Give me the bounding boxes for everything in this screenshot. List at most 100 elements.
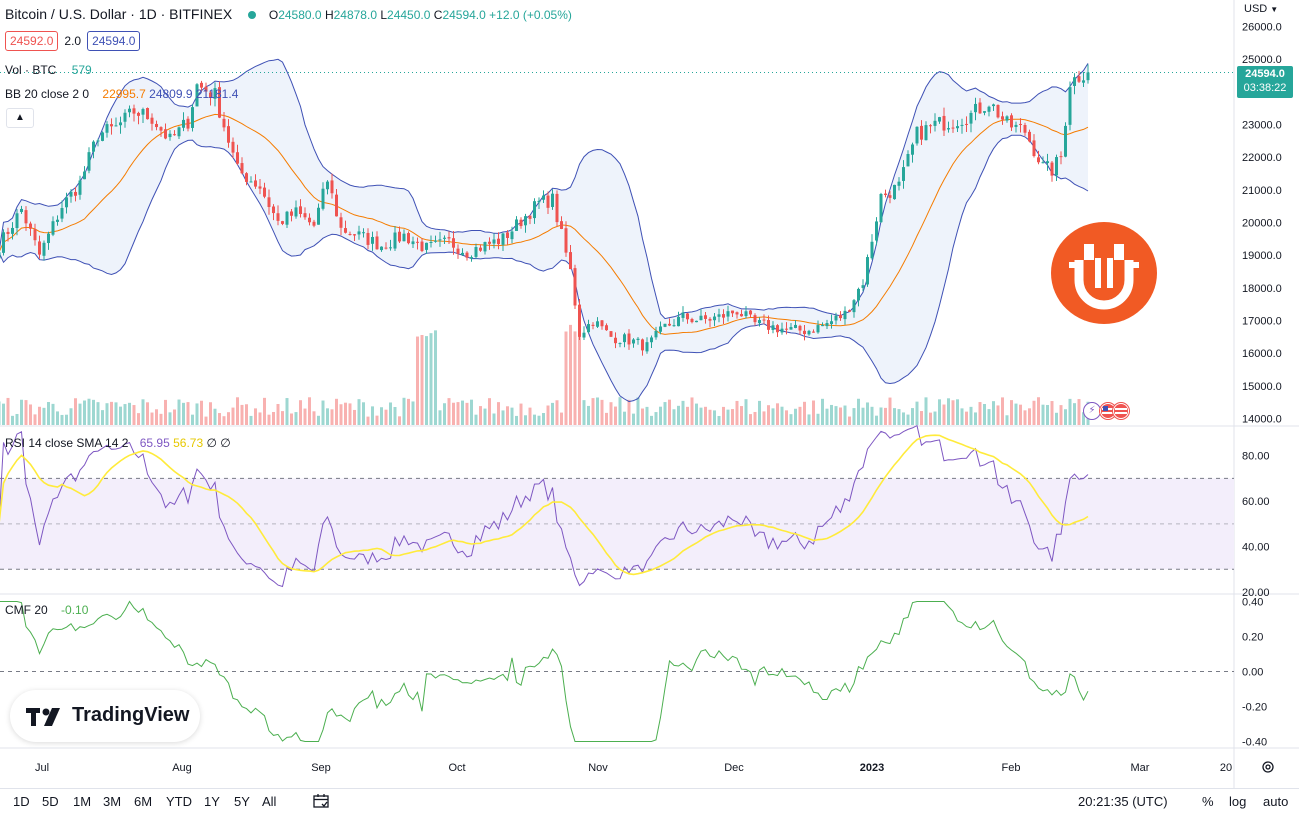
bb-lower-value: 21181.4 xyxy=(195,87,239,101)
ohlc-close-label: C xyxy=(433,8,443,22)
volume-bar xyxy=(816,413,820,425)
volume-legend[interactable]: Vol · BTC 579 xyxy=(5,63,92,77)
candle xyxy=(1032,134,1036,158)
candle xyxy=(416,237,419,250)
range-button-3m[interactable]: 3M xyxy=(103,794,122,809)
us-flag-event-icon-2[interactable] xyxy=(1112,402,1130,420)
range-button-1m[interactable]: 1M xyxy=(73,794,92,809)
candle xyxy=(659,321,662,335)
range-button-ytd[interactable]: YTD xyxy=(166,794,192,809)
candle-body xyxy=(1073,77,1076,86)
volume-bar xyxy=(393,407,397,425)
rsi-legend[interactable]: RSI 14 close SMA 14 2 65.95 56.73 ∅ ∅ xyxy=(5,436,231,450)
log-toggle[interactable]: log xyxy=(1229,794,1247,809)
candle-body xyxy=(200,82,203,88)
clock-readout[interactable]: 20:21:35 (UTC) xyxy=(1078,794,1168,809)
ohlc-low-label: L xyxy=(380,8,388,22)
candle xyxy=(227,119,230,148)
candle-body xyxy=(609,331,613,337)
volume-bar xyxy=(632,413,635,425)
candle xyxy=(74,187,77,202)
calendar-icon[interactable] xyxy=(313,793,331,814)
symbol-title[interactable]: Bitcoin / U.S. Dollar · 1D · BITFINEX xyxy=(5,6,233,22)
volume-bar xyxy=(137,413,140,425)
candle xyxy=(1055,154,1058,181)
candle-body xyxy=(942,115,946,131)
bb-legend[interactable]: BB 20 close 2 0 22995.7 24809.9 21181.4 xyxy=(5,87,238,101)
candle-body xyxy=(519,219,523,227)
volume-bar xyxy=(119,406,122,425)
candle xyxy=(308,213,311,226)
candle xyxy=(812,329,815,333)
volume-bar xyxy=(330,409,334,425)
candle-body xyxy=(281,221,284,224)
volume-bar xyxy=(839,407,842,425)
volume-bar xyxy=(974,412,977,425)
candle xyxy=(1064,122,1067,158)
buy-price-button[interactable]: 24594.0 xyxy=(87,31,141,51)
bb-upper-value: 24809.9 xyxy=(149,87,193,101)
volume-bar xyxy=(474,414,478,425)
volume-bar xyxy=(951,400,955,425)
volume-bar xyxy=(150,412,154,425)
range-button-all[interactable]: All xyxy=(262,794,277,809)
collapse-legend-button[interactable]: ▲ xyxy=(6,108,34,128)
settings-gear-icon[interactable] xyxy=(1262,761,1274,773)
candle-body xyxy=(866,257,869,285)
volume-bar xyxy=(1068,398,1072,425)
candle xyxy=(344,220,347,234)
volume-bar xyxy=(875,415,878,425)
tradingview-badge[interactable]: TradingView xyxy=(10,690,200,742)
range-button-1y[interactable]: 1Y xyxy=(204,794,220,809)
percent-toggle[interactable]: % xyxy=(1202,794,1214,809)
candle xyxy=(830,314,833,329)
last-price-value: 24594.0 xyxy=(1245,68,1285,80)
volume-bar xyxy=(366,416,370,425)
cmf-legend[interactable]: CMF 20 -0.10 xyxy=(5,603,88,617)
sell-price-button[interactable]: 24592.0 xyxy=(5,31,59,51)
volume-bar xyxy=(416,336,419,425)
candle xyxy=(744,306,748,319)
candle-body xyxy=(1041,162,1045,164)
candle xyxy=(470,255,473,262)
candle xyxy=(920,120,923,145)
candle xyxy=(542,190,545,203)
candle xyxy=(992,103,995,112)
candle xyxy=(951,119,955,133)
volume-bar xyxy=(690,397,694,425)
candle-body xyxy=(375,236,379,250)
candle xyxy=(200,80,203,92)
candle xyxy=(956,120,959,132)
volume-bar xyxy=(1082,412,1085,425)
candle-body xyxy=(236,152,239,164)
candle xyxy=(78,175,82,200)
candle-body xyxy=(987,106,991,112)
time-tick-label: Aug xyxy=(172,762,192,774)
volume-bar xyxy=(713,410,716,425)
range-button-5d[interactable]: 5D xyxy=(42,794,59,809)
time-tick-label: Jul xyxy=(35,762,49,774)
candle-body xyxy=(42,242,46,256)
candle xyxy=(1077,70,1081,84)
candle-body xyxy=(546,195,550,208)
candle xyxy=(776,324,779,337)
candle xyxy=(389,239,392,251)
candle-body xyxy=(245,173,248,182)
range-button-1d[interactable]: 1D xyxy=(13,794,30,809)
auto-toggle[interactable]: auto xyxy=(1263,794,1289,809)
range-button-5y[interactable]: 5Y xyxy=(234,794,250,809)
volume-bar xyxy=(623,411,626,425)
volume-bar xyxy=(303,408,307,425)
range-button-6m[interactable]: 6M xyxy=(134,794,153,809)
volume-bar xyxy=(1041,404,1045,425)
candle-body xyxy=(51,221,55,235)
candle-body xyxy=(636,338,640,340)
candle xyxy=(686,312,689,324)
candle-body xyxy=(789,327,793,330)
currency-selector[interactable]: USD ▼ xyxy=(1244,3,1278,15)
candle xyxy=(528,215,532,225)
candle-body xyxy=(618,343,622,345)
candle xyxy=(987,105,991,117)
candle xyxy=(704,312,707,324)
